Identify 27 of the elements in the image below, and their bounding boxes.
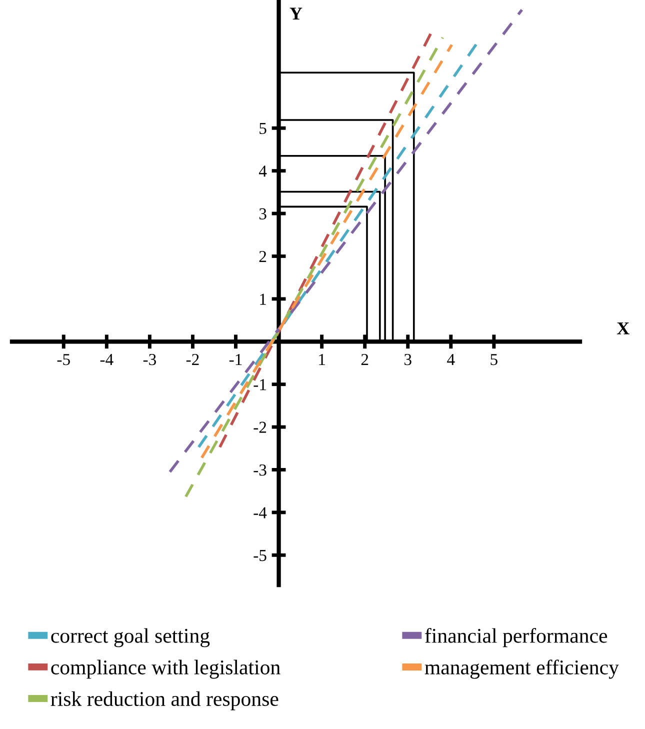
y-tick-label: -1 [254,379,266,390]
y-tick-label: -3 [254,464,266,476]
legend-label: risk reduction and response [50,691,278,710]
x-tick-label: 5 [490,354,498,366]
legend-label: correct goal setting [51,628,210,648]
y-tick-label: 3 [259,208,266,220]
x-tick-label: -4 [100,354,114,365]
x-tick-label: -2 [186,354,199,365]
x-tick-label: -3 [143,354,156,366]
y-axis-title: Y [290,8,302,20]
y-tick-label: 1 [260,294,266,305]
y-tick-label: 4 [258,166,267,177]
legend-label: financial performance [425,628,608,648]
legend-label: management efficiency [424,660,619,679]
x-axis-title: X [616,322,630,334]
y-tick-label: -2 [254,422,266,433]
x-tick-label: -5 [57,354,70,366]
x-tick-label: -1 [229,354,242,365]
x-tick-label: 1 [319,354,325,365]
legend-label: compliance with legislation [51,660,280,679]
y-tick-label: 2 [259,250,266,262]
x-tick-label: 4 [447,354,455,365]
x-tick-label: 3 [404,354,412,366]
x-tick-label: 2 [361,354,368,365]
y-tick-label: 5 [260,122,266,134]
y-tick-label: -4 [254,507,267,518]
y-tick-label: -5 [254,550,266,562]
